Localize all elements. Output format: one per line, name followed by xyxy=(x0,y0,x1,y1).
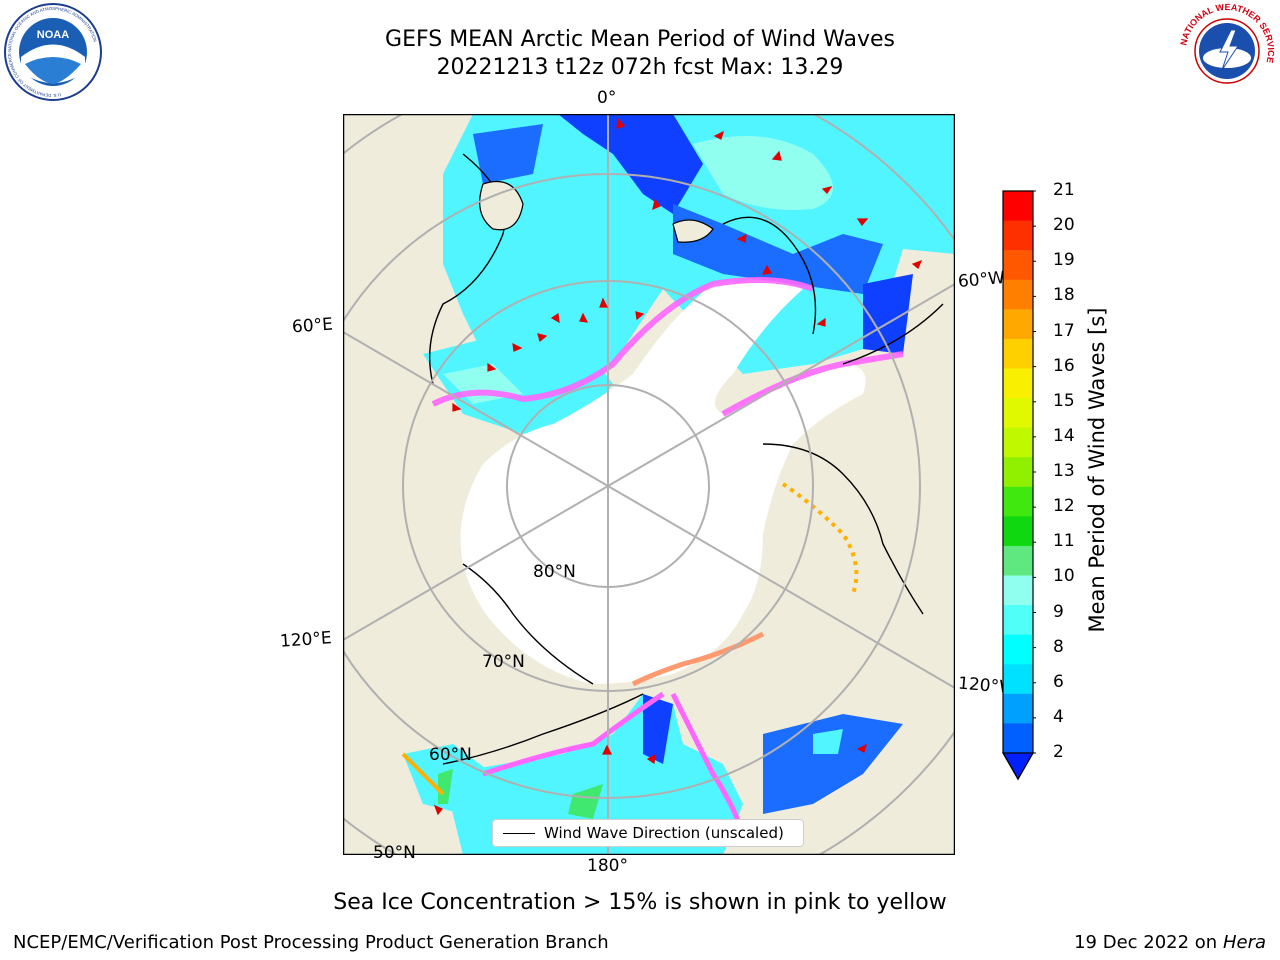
wind-arrow xyxy=(821,186,833,194)
lat-label-50n: 50°N xyxy=(373,843,416,863)
colorbar-tick-label: 4 xyxy=(1053,706,1064,727)
colorbar-tick-label: 8 xyxy=(1053,636,1064,657)
lat-label-70n: 70°N xyxy=(482,652,525,672)
lat-label-60n: 60°N xyxy=(429,745,472,765)
wind-arrow xyxy=(646,753,656,765)
wind-arrow xyxy=(713,130,724,140)
colorbar-segment xyxy=(1003,279,1033,310)
colorbar-segment xyxy=(1003,427,1033,458)
wind-arrow xyxy=(433,804,443,816)
map-legend: Wind Wave Direction (unscaled) xyxy=(492,819,804,847)
colorbar-tick-label: 19 xyxy=(1053,250,1075,271)
wind-arrow xyxy=(537,333,548,343)
wind-arrow xyxy=(452,402,462,412)
sea-ice-caption: Sea Ice Concentration > 15% is shown in … xyxy=(333,890,947,915)
colorbar-segment xyxy=(1003,693,1033,724)
colorbar-segment xyxy=(1003,486,1033,517)
wind-arrow xyxy=(856,218,869,227)
lat-label-80n: 80°N xyxy=(533,562,576,582)
colorbar-tick-label: 18 xyxy=(1053,285,1075,306)
colorbar-tick-label: 14 xyxy=(1053,425,1075,446)
colorbar-segment xyxy=(1003,545,1033,577)
colorbar-extend-triangle xyxy=(1001,752,1035,781)
barents-waves xyxy=(673,204,883,294)
colorbar-tick-label: 16 xyxy=(1053,355,1075,376)
wind-arrow xyxy=(635,311,645,321)
lon-label-60e: 60°E xyxy=(291,314,334,338)
colorbar-segment xyxy=(1003,575,1033,606)
colorbar-tick-label: 9 xyxy=(1053,601,1064,622)
colorbar-segment xyxy=(1003,368,1033,399)
colorbar-tick-label: 12 xyxy=(1053,496,1075,517)
wind-arrow xyxy=(771,150,782,161)
machine-name: Hera xyxy=(1222,932,1266,953)
colorbar-segment xyxy=(1003,191,1033,222)
credit-line: NCEP/EMC/Verification Post Processing Pr… xyxy=(13,932,609,953)
colorbar-segment xyxy=(1003,634,1033,665)
nws-logo: NATIONAL WEATHER SERVICE xyxy=(1178,2,1276,100)
wind-arrow xyxy=(736,233,747,243)
wind-arrow xyxy=(602,744,612,755)
graticule xyxy=(343,114,955,855)
colorbar-segment xyxy=(1003,605,1033,636)
wind-arrow xyxy=(599,297,608,308)
lon-label-0: 0° xyxy=(597,88,617,108)
colorbar-segment xyxy=(1003,516,1033,547)
plot-title-line-2: 20221213 t12z 072h fcst Max: 13.29 xyxy=(436,55,844,80)
colorbar-title: Mean Period of Wind Waves [s] xyxy=(1085,307,1109,633)
colorbar-segment xyxy=(1003,309,1033,340)
legend-label: Wind Wave Direction (unscaled) xyxy=(544,824,784,842)
wind-arrow xyxy=(512,342,523,352)
wind-arrow xyxy=(579,312,589,323)
wind-arrow xyxy=(856,743,867,753)
wind-arrow xyxy=(616,117,626,129)
bering-sea-waves xyxy=(443,694,743,855)
plot-title-line-1: GEFS MEAN Arctic Mean Period of Wind Wav… xyxy=(385,27,895,52)
colorbar-segment xyxy=(1003,220,1033,251)
colorbar-tick-label: 10 xyxy=(1053,566,1075,587)
noaa-logo-text: NOAA xyxy=(37,29,69,41)
map-frame xyxy=(343,114,955,855)
colorbar-tick-label: 2 xyxy=(1053,742,1064,762)
coastline xyxy=(429,153,944,765)
colorbar-segment xyxy=(1003,664,1033,695)
lon-label-180: 180° xyxy=(587,856,628,876)
colorbar-tick-label: 15 xyxy=(1053,390,1075,411)
wind-arrow xyxy=(911,259,923,269)
wind-direction-arrows xyxy=(433,117,923,816)
wind-arrow xyxy=(550,312,560,324)
colorbar-frame xyxy=(1002,190,1034,781)
ice-edge-band xyxy=(431,277,815,407)
date-line: 19 Dec 2022 on Hera xyxy=(1074,932,1266,953)
polar-map xyxy=(343,114,955,855)
lon-label-120e: 120°E xyxy=(279,628,333,652)
colorbar-segment xyxy=(1003,250,1033,281)
colorbar-segment xyxy=(1003,398,1033,429)
colorbar-segment xyxy=(1003,723,1033,754)
colorbar-tick-label: 6 xyxy=(1053,671,1064,692)
nordic-deep-waves xyxy=(558,114,703,214)
colorbar-tick-label: 13 xyxy=(1053,461,1075,481)
colorbar-segment xyxy=(1003,457,1033,488)
noaa-logo: NOAA NATIONAL OCEANIC AND ATMOSPHERIC AD… xyxy=(4,3,102,101)
colorbar-segment xyxy=(1003,338,1033,369)
colorbar xyxy=(1001,190,1036,781)
colorbar-tick-label: 21 xyxy=(1053,180,1075,200)
wind-arrow xyxy=(761,264,772,275)
wind-arrow xyxy=(487,362,497,372)
wind-arrow xyxy=(652,198,661,211)
lon-label-60w: 60°W xyxy=(957,267,1006,293)
wind-arrow xyxy=(816,317,826,327)
date-text: 19 Dec 2022 on xyxy=(1074,932,1218,953)
colorbar-tick-label: 17 xyxy=(1053,320,1075,341)
colorbar-tick-label: 11 xyxy=(1053,531,1075,552)
arctic-sea-ice xyxy=(460,280,866,684)
colorbar-tick-label: 20 xyxy=(1053,215,1075,236)
legend-line-icon xyxy=(503,833,535,834)
